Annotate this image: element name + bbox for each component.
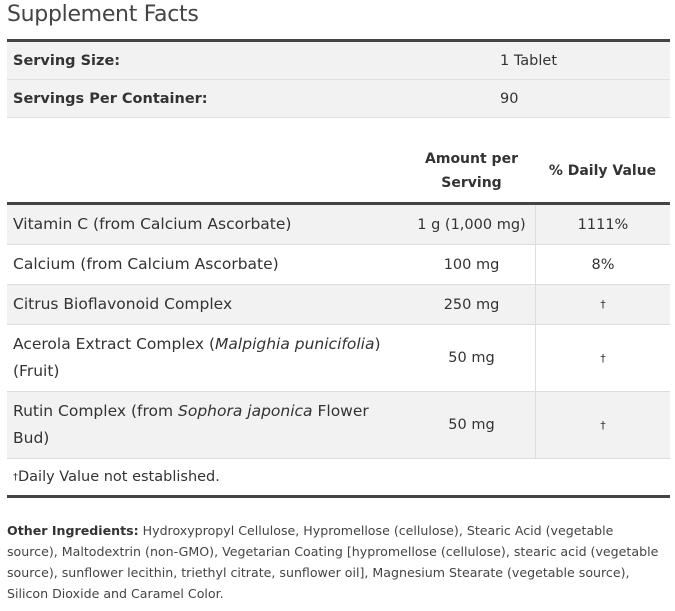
other-ingredients-text: Hydroxypropyl Cellulose, Hypromellose (c… [7,523,659,601]
other-ingredients-label: Other Ingredients: [7,523,139,538]
header-spacer [7,140,408,202]
nutrient-amount: 100 mg [443,256,500,273]
nutrient-dv: † [535,285,670,324]
header-amount: Amount per Serving [408,140,535,202]
serving-size-label: Serving Size: [13,52,121,69]
nutrient-name-latin: Malpighia punicifolia [215,335,375,353]
table-row: Acerola Extract Complex (Malpighia punic… [7,325,670,392]
nutrient-amount: 50 mg [448,350,495,366]
nutrient-name-part: (Fruit) [13,362,60,380]
nutrient-table: Amount per Serving % Daily Value Vitamin… [7,140,670,498]
serving-size-row: Serving Size: 1 Tablet [7,42,670,80]
nutrient-name: Acerola Extract Complex (Malpighia punic… [7,325,408,391]
header-daily-value: % Daily Value [548,163,657,179]
serving-size-value: 1 Tablet [500,52,558,69]
nutrient-dv: 8% [535,245,670,284]
servings-per-container-label: Servings Per Container: [13,90,208,107]
footnote-text: Daily Value not established. [18,469,220,485]
nutrient-name: Calcium (from Calcium Ascorbate) [13,255,279,273]
nutrient-name-part: Flower [312,402,369,420]
nutrient-name-part: Rutin Complex (from [13,402,178,420]
table-row: Rutin Complex (from Sophora japonica Flo… [7,392,670,459]
other-ingredients: Other Ingredients: Hydroxypropyl Cellulo… [7,520,667,604]
header-amount-line2: Serving [441,175,502,191]
nutrient-name: Vitamin C (from Calcium Ascorbate) [13,215,292,233]
servings-per-container-row: Servings Per Container: 90 [7,80,670,118]
serving-info: Serving Size: 1 Tablet Servings Per Cont… [7,39,670,118]
daily-value-footnote: † Daily Value not established. [7,459,670,498]
header-amount-line1: Amount per [425,151,518,167]
nutrient-dv: 1111% [535,205,670,244]
nutrient-name: Rutin Complex (from Sophora japonica Flo… [7,392,408,458]
nutrient-name-part: Acerola Extract Complex ( [13,335,216,353]
nutrient-amount: 50 mg [448,417,495,433]
nutrient-amount: 1 g (1,000 mg) [417,216,526,233]
servings-per-container-value: 90 [500,90,519,107]
nutrient-dv: † [535,392,670,458]
page-title: Supplement Facts [7,2,199,27]
table-row: Vitamin C (from Calcium Ascorbate) 1 g (… [7,205,670,245]
nutrient-name-part: Bud) [13,429,50,447]
table-header: Amount per Serving % Daily Value [7,140,670,205]
nutrient-amount: 250 mg [443,296,500,313]
table-row: Citrus Bioflavonoid Complex 250 mg † [7,285,670,325]
footnote-dagger: † [13,471,18,483]
nutrient-name-part: ) [374,335,381,353]
nutrient-name: Citrus Bioflavonoid Complex [13,295,233,313]
nutrient-dv: † [535,325,670,391]
table-row: Calcium (from Calcium Ascorbate) 100 mg … [7,245,670,285]
nutrient-name-latin: Sophora japonica [178,402,313,420]
